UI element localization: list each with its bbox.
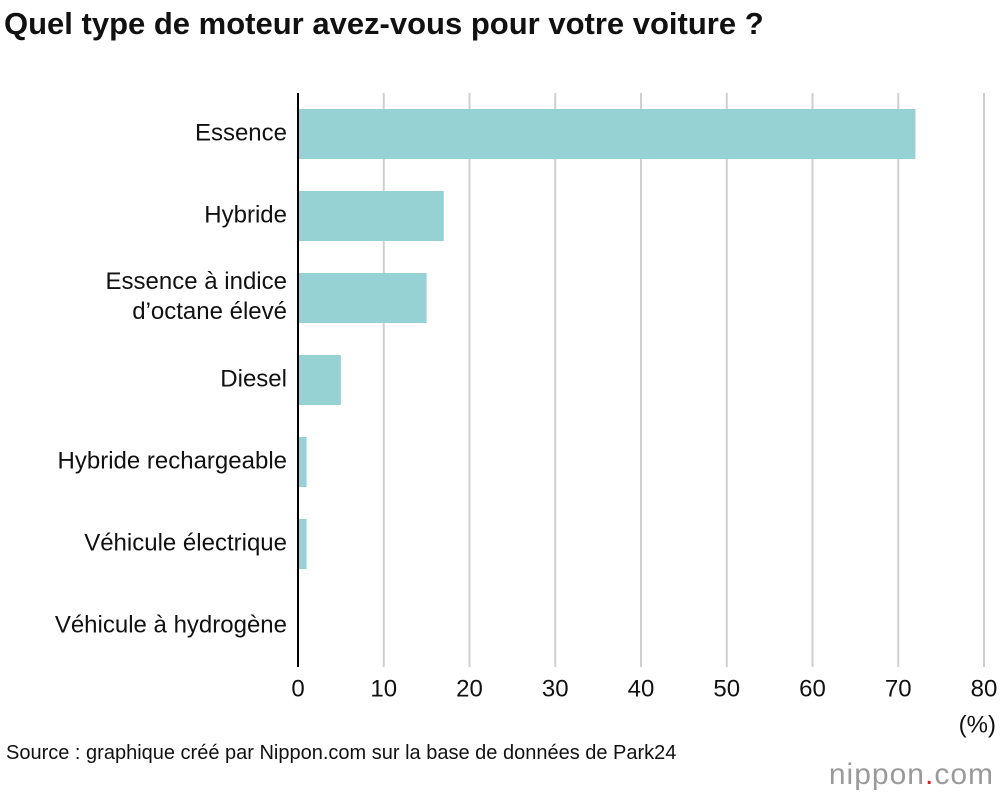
x-tick-label: 70 (885, 675, 912, 702)
logo-suffix: com (934, 758, 994, 791)
x-tick-label: 80 (971, 675, 998, 702)
y-tick-label: Diesel (220, 365, 287, 392)
x-tick-label: 40 (628, 675, 655, 702)
y-tick-label: Hybride rechargeable (58, 447, 287, 474)
x-tick-label: 60 (799, 675, 826, 702)
chart-title: Quel type de moteur avez-vous pour votre… (4, 6, 764, 41)
x-tick-label: 20 (456, 675, 483, 702)
bar (298, 191, 444, 241)
y-tick-label: Véhicule à hydrogène (55, 611, 287, 638)
bar (298, 355, 341, 405)
logo: nippon.com (829, 758, 994, 792)
x-tick-label: 30 (542, 675, 569, 702)
y-tick-label: Hybride (204, 201, 287, 228)
bar (298, 519, 307, 569)
bar (298, 437, 307, 487)
bar (298, 273, 427, 323)
unit-label: (%) (959, 711, 996, 738)
x-tick-label: 50 (713, 675, 740, 702)
y-tick-label: Essence (195, 119, 287, 146)
bar (298, 109, 916, 159)
logo-name: nippon (828, 758, 925, 791)
x-tick-label: 0 (291, 675, 304, 702)
x-tick-label: 10 (370, 675, 397, 702)
y-tick-label: Essence à indice d’octane élevé (106, 268, 287, 325)
logo-dot: . (924, 758, 935, 791)
source: Source : graphique créé par Nippon.com s… (6, 742, 677, 764)
y-tick-label: Véhicule électrique (84, 529, 287, 556)
